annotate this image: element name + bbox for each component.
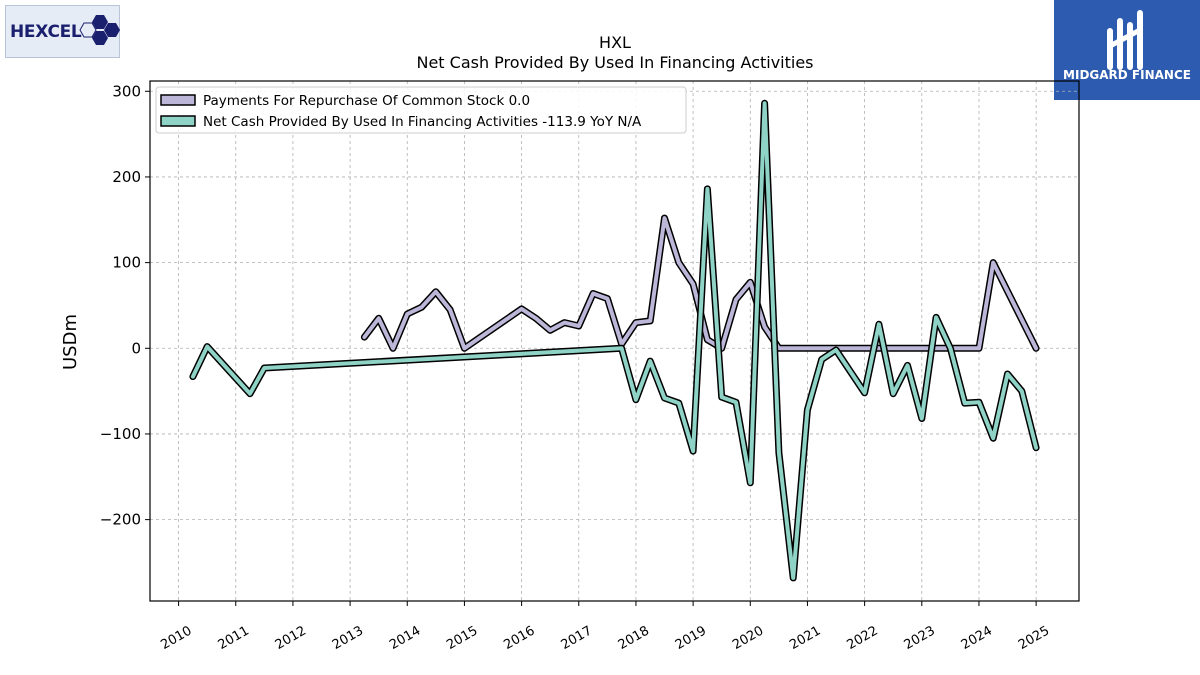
x-axis-ticks: 2010 2011 2012 2013 2014 2015 2016 2017 2018 2019… bbox=[158, 601, 1052, 653]
y-tick-label: 200 bbox=[112, 168, 141, 186]
x-tick-label: 2015 bbox=[444, 623, 480, 653]
y-tick-label: 0 bbox=[131, 339, 141, 357]
plot-frame bbox=[149, 80, 1080, 602]
x-tick-label: 2011 bbox=[216, 623, 252, 653]
chart-title: HXL bbox=[599, 33, 631, 52]
hexcel-logo: HEXCEL bbox=[5, 5, 120, 58]
series-line-financing bbox=[190, 101, 1039, 580]
x-tick-label: 2024 bbox=[959, 623, 995, 653]
series-outline-financing bbox=[189, 99, 1040, 582]
series-line-repurchase bbox=[362, 216, 1039, 351]
series-lines bbox=[189, 99, 1040, 582]
x-tick-label: 2014 bbox=[387, 623, 423, 653]
chart-subtitle: Net Cash Provided By Used In Financing A… bbox=[416, 53, 813, 72]
y-tick-label: 300 bbox=[112, 82, 141, 100]
y-axis-label: USDm bbox=[60, 314, 81, 370]
x-tick-label: 2012 bbox=[273, 623, 309, 653]
x-tick-label: 2019 bbox=[673, 623, 709, 653]
y-tick-label: 100 bbox=[112, 254, 141, 272]
x-tick-label: 2020 bbox=[730, 623, 766, 653]
legend-swatch-financing bbox=[160, 115, 196, 127]
x-tick-label: 2022 bbox=[844, 623, 880, 653]
hexagon-cluster-icon bbox=[79, 15, 120, 45]
x-tick-label: 2013 bbox=[330, 623, 366, 653]
gridlines bbox=[150, 81, 1079, 601]
x-tick-label: 2025 bbox=[1016, 623, 1052, 653]
legend-label-repurchase: Payments For Repurchase Of Common Stock … bbox=[203, 93, 530, 109]
y-axis-ticks: 300 200 100 0 −100 −200 bbox=[100, 82, 150, 529]
legend-label-financing: Net Cash Provided By Used In Financing A… bbox=[203, 114, 642, 130]
midgard-finance-logo: MIDGARD FINANCE bbox=[1054, 0, 1200, 100]
y-tick-label: −200 bbox=[100, 511, 141, 529]
x-tick-label: 2021 bbox=[787, 623, 823, 653]
hexcel-logo-text: HEXCEL bbox=[10, 22, 82, 42]
legend: Payments For Repurchase Of Common Stock … bbox=[155, 86, 687, 134]
x-tick-label: 2017 bbox=[559, 623, 595, 653]
x-tick-label: 2018 bbox=[616, 623, 652, 653]
x-tick-label: 2016 bbox=[501, 623, 537, 653]
y-tick-label: −100 bbox=[100, 425, 141, 443]
midgard-emblem-icon bbox=[1107, 10, 1143, 70]
x-tick-label: 2010 bbox=[158, 623, 194, 653]
legend-box bbox=[155, 86, 687, 134]
midgard-logo-text: MIDGARD FINANCE bbox=[1063, 68, 1191, 82]
legend-swatch-repurchase bbox=[160, 94, 196, 106]
x-tick-label: 2023 bbox=[902, 623, 938, 653]
